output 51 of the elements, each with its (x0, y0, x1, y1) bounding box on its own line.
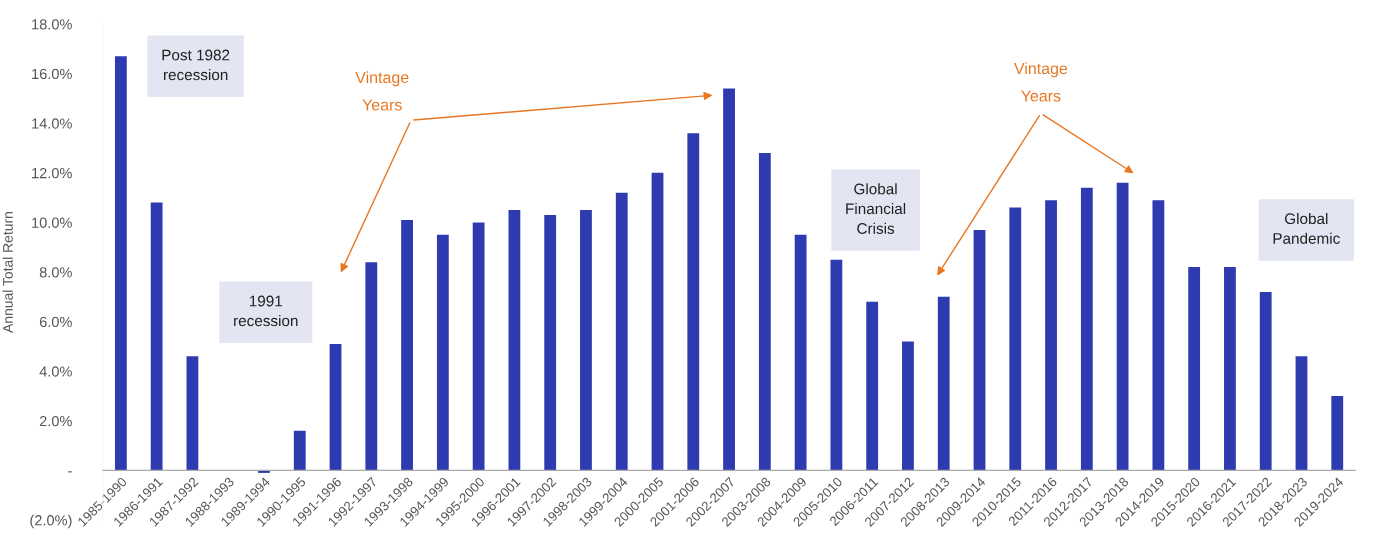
bar (1152, 200, 1165, 471)
y-tick-label: (2.0%) (30, 514, 72, 529)
y-tick-label: 2.0% (39, 415, 72, 427)
y-tick-label: 12.0% (32, 167, 72, 179)
annotation: Vintage Years (1013, 62, 1068, 102)
bar (544, 215, 557, 471)
annotation: 1991 recession (234, 295, 298, 327)
bar (472, 222, 485, 471)
bar (866, 301, 879, 471)
bar (1045, 200, 1057, 471)
bar (436, 234, 449, 471)
bar (794, 234, 807, 471)
bar (937, 296, 950, 471)
bar (615, 192, 628, 471)
bar (1259, 291, 1272, 471)
y-tick-label: 10.0% (32, 217, 72, 228)
bar (651, 172, 664, 471)
annotation: Post 1982 recession (162, 49, 230, 81)
bar (1009, 207, 1022, 471)
y-tick-label: - (68, 471, 72, 473)
bar (758, 153, 771, 471)
bar (1331, 396, 1344, 471)
bar (687, 133, 700, 471)
bar (1295, 356, 1308, 471)
y-tick-label: 18.0% (32, 19, 72, 30)
bar (114, 56, 127, 471)
bar (1116, 182, 1129, 471)
annotation: Global Financial Crisis (846, 183, 906, 234)
bar (830, 259, 843, 471)
bar (365, 262, 378, 471)
y-tick-label: 8.0% (39, 267, 72, 278)
annotation: Global Pandemic (1273, 212, 1340, 244)
y-tick-label: 16.0% (32, 68, 72, 80)
bar (401, 219, 413, 471)
bar (1224, 267, 1236, 471)
annotation: Vintage Years (355, 71, 409, 111)
bar (329, 343, 342, 471)
y-tick-label: 6.0% (39, 316, 72, 328)
bar (150, 202, 163, 471)
bar (580, 210, 592, 471)
bar (508, 210, 521, 471)
bar (723, 88, 735, 471)
bar (902, 341, 914, 471)
bar (293, 430, 306, 471)
y-axis-title: Annual Total Return (2, 212, 13, 333)
bar (186, 356, 199, 471)
y-tick-label: 4.0% (39, 366, 72, 377)
bar (1080, 187, 1093, 471)
y-tick-label: 14.0% (32, 118, 72, 129)
bar (973, 229, 986, 471)
bar (1188, 267, 1201, 471)
